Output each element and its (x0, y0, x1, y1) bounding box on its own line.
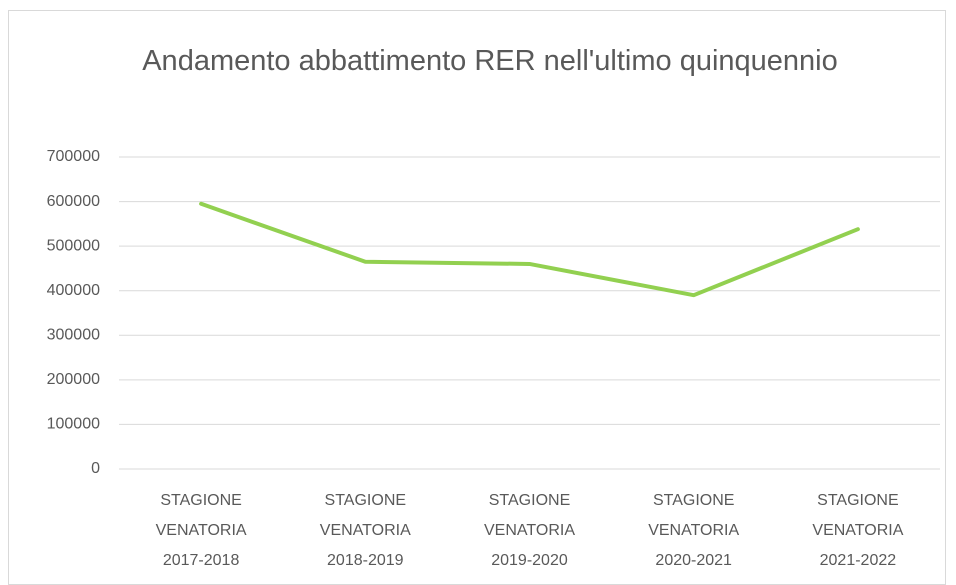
y-tick-label: 200000 (47, 371, 100, 388)
y-tick-label: 400000 (47, 282, 100, 299)
y-tick-label: 500000 (47, 237, 100, 254)
y-tick-label: 700000 (47, 148, 100, 165)
chart-title: Andamento abbattimento RER nell'ultimo q… (142, 45, 838, 77)
line (199, 201, 860, 298)
y-tick-label: 300000 (47, 327, 100, 344)
x-tick-label: STAGIONE VENATORIA 2019-2020 (484, 492, 575, 569)
x-tick-label: STAGIONE VENATORIA 2020-2021 (648, 492, 740, 569)
y-tick-label: 100000 (47, 416, 100, 433)
x-tick-label: STAGIONE VENATORIA 2017-2018 (155, 492, 247, 569)
x-tick-label: STAGIONE VENATORIA 2021-2022 (812, 492, 904, 569)
y-tick-label: 0 (91, 460, 100, 477)
y-tick-label: 600000 (47, 193, 100, 210)
x-tick-label: STAGIONE VENATORIA 2018-2019 (319, 492, 411, 569)
